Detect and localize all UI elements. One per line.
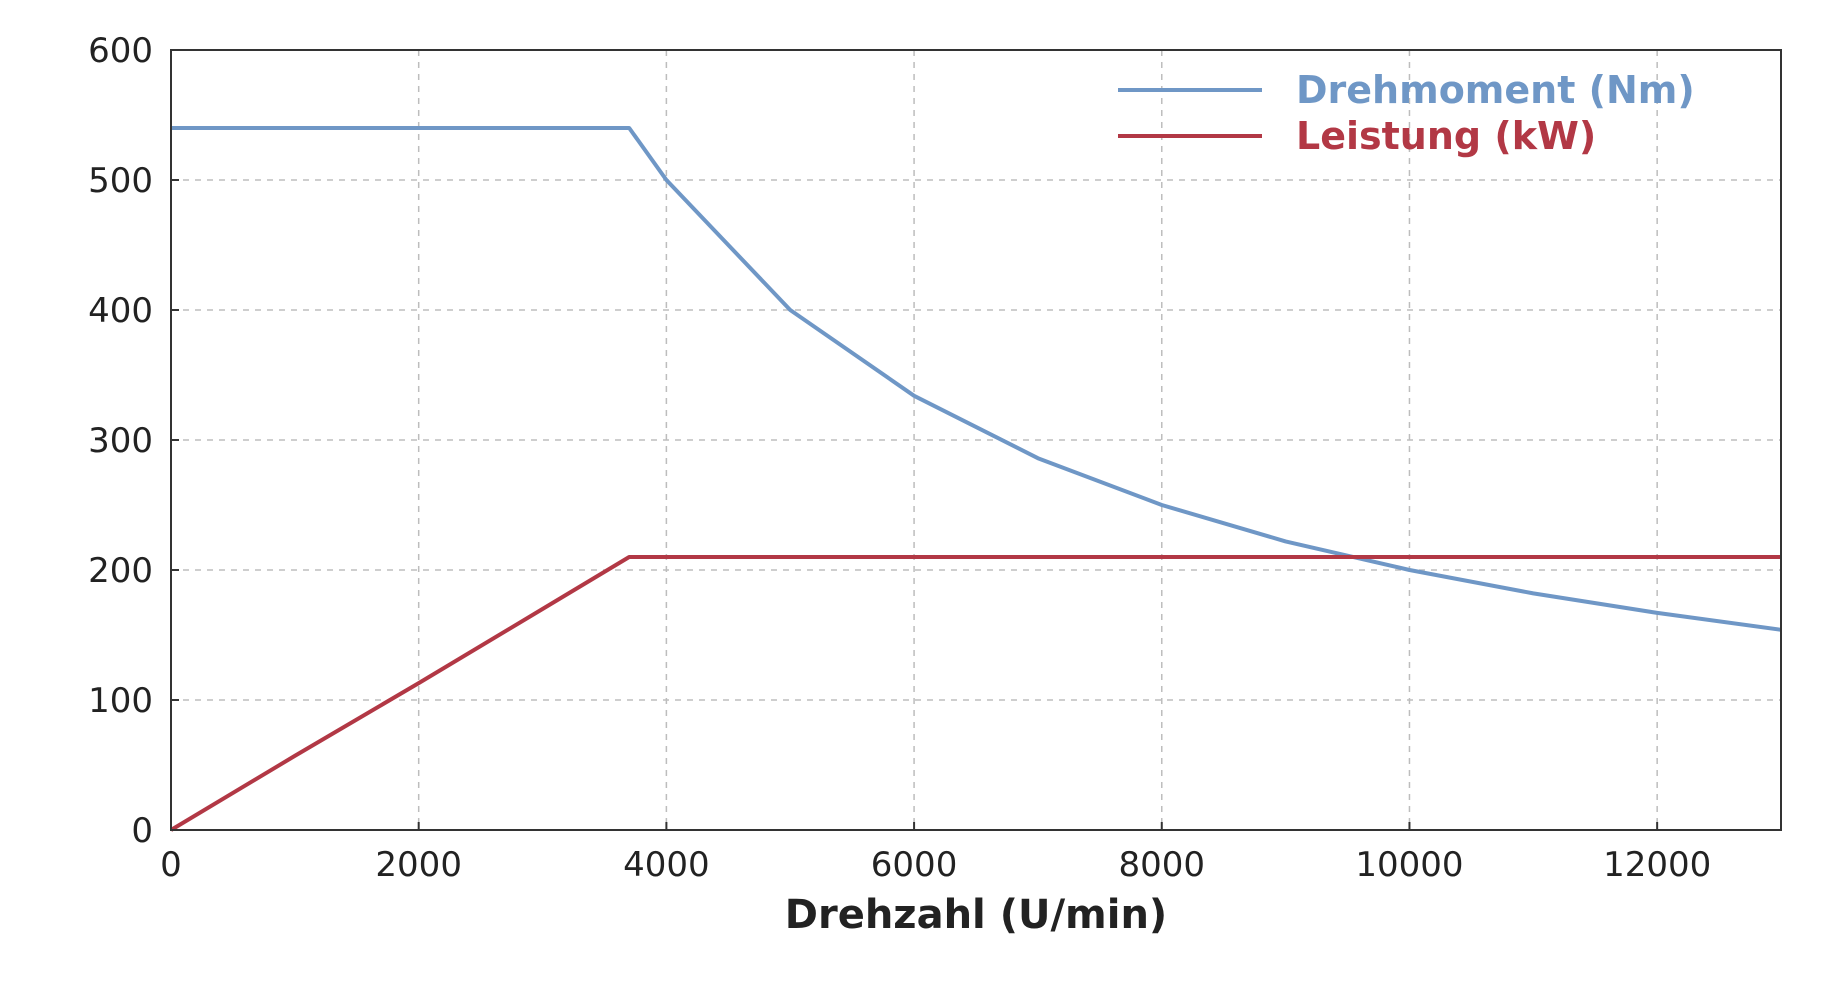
y-tick-label-6: 600 [88, 31, 153, 71]
y-tick-label-4: 400 [88, 291, 153, 331]
legend-label-1: Leistung (kW) [1296, 114, 1596, 158]
series-line-1 [169, 555, 1781, 832]
legend: Drehmoment (Nm)Leistung (kW) [1118, 68, 1695, 158]
series-line-0 [171, 126, 1782, 632]
y-tick-label-1: 100 [88, 681, 153, 721]
x-tick-label-0: 0 [160, 845, 182, 885]
x-axis-title: Drehzahl (U/min) [785, 892, 1167, 938]
x-tick-label-3: 6000 [871, 845, 958, 885]
tick-labels: 0 2000 4000 6000 8000 10000 12000 0 100 200 300 400… [88, 31, 1711, 885]
x-tick-label-2: 4000 [623, 845, 710, 885]
y-tick-label-5: 500 [88, 161, 153, 201]
legend-label-0: Drehmoment (Nm) [1296, 68, 1695, 112]
x-tick-label-5: 10000 [1355, 845, 1463, 885]
x-tick-label-6: 12000 [1603, 845, 1711, 885]
y-tick-label-3: 300 [88, 421, 153, 461]
series-group [169, 126, 1782, 832]
y-tick-label-0: 0 [131, 811, 153, 851]
y-tick-label-2: 200 [88, 551, 153, 591]
x-tick-label-4: 8000 [1119, 845, 1206, 885]
grid [171, 50, 1781, 830]
x-tick-label-1: 2000 [375, 845, 462, 885]
